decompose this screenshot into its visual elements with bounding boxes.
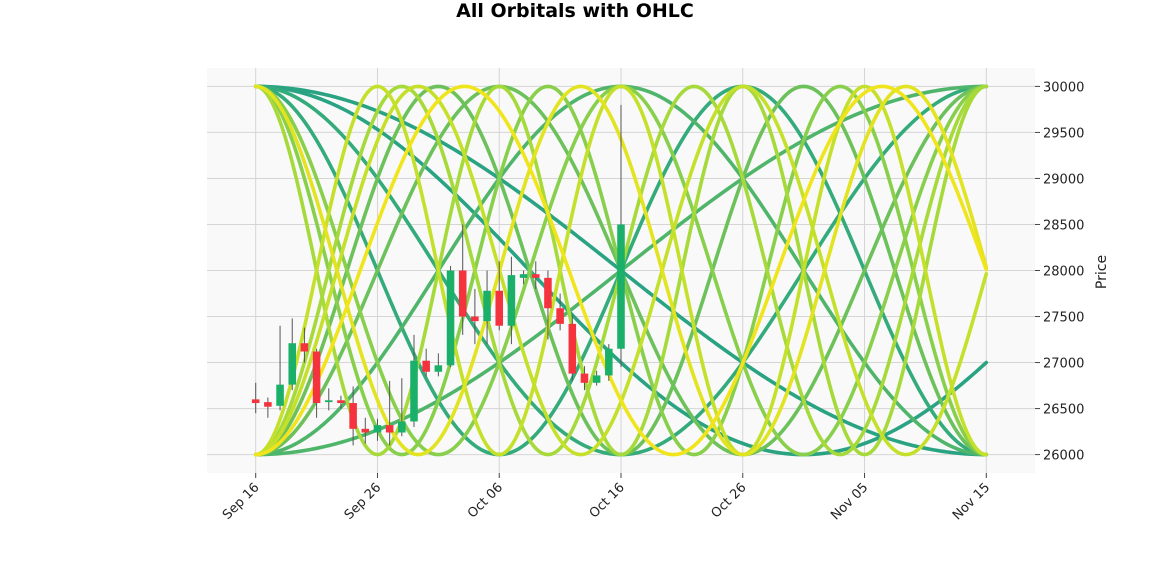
candle-body xyxy=(519,274,528,278)
candle-body xyxy=(288,343,297,385)
candle-body xyxy=(568,323,577,374)
candle-body xyxy=(471,316,479,322)
orbital-line xyxy=(253,84,989,457)
x-tick-label: Sep 16 xyxy=(220,480,263,523)
x-tick-label: Oct 06 xyxy=(465,480,506,521)
y-tick-label: 27000 xyxy=(1043,357,1084,372)
candle-body xyxy=(251,399,260,404)
x-tick-label: Sep 26 xyxy=(342,480,385,523)
candle-body xyxy=(617,224,625,349)
candle-body xyxy=(385,425,394,433)
y-axis: 26000 26500 27000 27500 28000 28500 29000 29500… xyxy=(1035,80,1084,464)
x-tick-label: Oct 26 xyxy=(708,480,749,521)
y-tick-label: 30000 xyxy=(1043,80,1084,95)
candle-body xyxy=(422,360,430,372)
x-axis: Sep 16 Sep 26 Oct 06 Oct 16 Oct 26 Nov 05 Nov … xyxy=(220,473,993,523)
candle-body xyxy=(410,360,418,422)
y-tick-label: 29000 xyxy=(1043,172,1084,187)
candle-body xyxy=(337,400,345,404)
candle-body xyxy=(495,290,504,326)
candle-body xyxy=(361,428,370,433)
candle-body xyxy=(349,403,357,429)
candle-body xyxy=(592,375,601,383)
orbital-line xyxy=(253,84,989,457)
orbital-line xyxy=(253,84,989,457)
candle-body xyxy=(544,277,552,309)
y-axis-label: Price xyxy=(1094,255,1110,289)
candle-body xyxy=(531,274,540,278)
x-tick-label: Nov 15 xyxy=(950,480,993,523)
x-tick-label: Oct 16 xyxy=(587,480,628,521)
candle-body xyxy=(324,400,333,403)
x-tick-label: Nov 05 xyxy=(828,480,871,523)
candle-body xyxy=(580,373,589,383)
candlesticks xyxy=(251,104,625,446)
candle-body xyxy=(483,290,491,322)
y-tick-label: 29500 xyxy=(1043,126,1084,141)
candle-body xyxy=(398,421,406,433)
y-tick-label: 26500 xyxy=(1043,403,1084,418)
candle-body xyxy=(312,351,321,404)
candle-body xyxy=(264,402,272,407)
candle-body xyxy=(605,348,613,376)
y-tick-label: 27500 xyxy=(1043,311,1084,326)
candle-body xyxy=(434,365,443,372)
candle-body xyxy=(300,343,309,352)
candle-body xyxy=(458,270,467,317)
candle-body xyxy=(276,384,284,406)
y-tick-label: 28500 xyxy=(1043,218,1084,233)
chart-title: All Orbitals with OHLC xyxy=(456,0,694,22)
y-tick-label: 26000 xyxy=(1043,449,1084,464)
candle-body xyxy=(556,308,564,324)
candle-body xyxy=(446,270,455,366)
candle-body xyxy=(373,425,382,433)
candle-body xyxy=(507,275,516,326)
y-tick-label: 28000 xyxy=(1043,265,1084,280)
